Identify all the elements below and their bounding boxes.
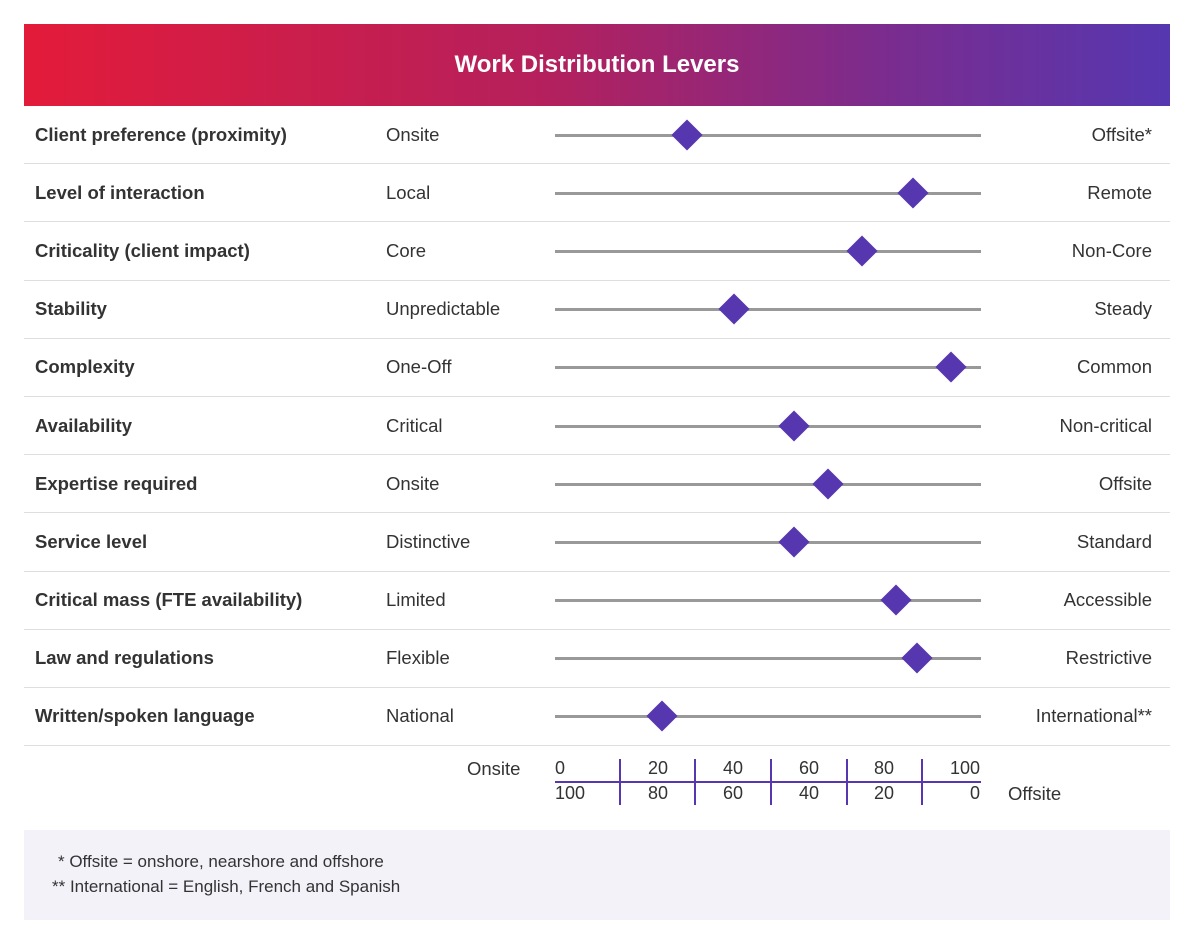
left-extreme-label: Onsite <box>386 472 440 494</box>
left-extreme-label: Flexible <box>386 647 450 669</box>
slider-track <box>555 540 981 544</box>
lever-label: Service level <box>35 530 148 552</box>
scale-top-tick-label: 0 <box>555 758 566 778</box>
diamond-marker <box>645 700 678 733</box>
lever-row: Expertise required Onsite Offsite <box>24 455 1170 514</box>
scale-bottom-tick-label: 100 <box>554 783 586 803</box>
lever-label: Law and regulations <box>35 647 214 669</box>
slider-track <box>555 482 981 486</box>
diamond-marker <box>777 526 810 558</box>
slider-track <box>555 308 981 312</box>
lever-label: Criticality (client impact) <box>35 239 250 261</box>
footnote-offsite: * Offsite = onshore, nearshore and offsh… <box>58 852 384 871</box>
lever-row: Availability Critical Non-critical <box>24 397 1170 456</box>
right-extreme-label: Common <box>1076 356 1152 378</box>
diamond-marker <box>718 293 750 325</box>
chart-title: Work Distribution Levers <box>454 51 740 78</box>
lever-label: Expertise required <box>35 472 198 494</box>
title-banner: Work Distribution Levers <box>24 24 1170 106</box>
slider-track <box>555 715 981 719</box>
scale-tick <box>921 759 923 805</box>
lever-row: Critical mass (FTE availability) Limited… <box>24 572 1170 630</box>
footnotes: * Offsite = onshore, nearshore and offsh… <box>24 830 1170 920</box>
left-extreme-label: Critical <box>386 414 443 436</box>
lever-rows: Client preference (proximity) Onsite Off… <box>24 106 1170 747</box>
left-extreme-label: Core <box>386 239 427 261</box>
scale-onsite-label: Onsite <box>467 758 521 779</box>
lever-row: Written/spoken language National Interna… <box>24 688 1170 747</box>
lever-label: Complexity <box>35 356 135 378</box>
right-extreme-label: Non-critical <box>1059 414 1152 436</box>
left-extreme-label: National <box>386 705 454 727</box>
diamond-marker <box>846 235 878 267</box>
scale-top-tick-label: 40 <box>722 758 744 778</box>
left-extreme-label: One-Off <box>386 356 452 378</box>
scale-bottom-tick-label: 40 <box>798 783 820 803</box>
scale-tick <box>619 759 621 805</box>
lever-row: Law and regulations Flexible Restrictive <box>24 630 1170 688</box>
slider-track <box>555 657 981 661</box>
lever-label: Stability <box>35 298 107 320</box>
right-extreme-label: Remote <box>1087 181 1152 203</box>
left-extreme-label: Onsite <box>386 123 440 145</box>
left-extreme-label: Limited <box>386 589 446 611</box>
scale-top-tick-label: 60 <box>798 758 820 778</box>
scale-top-tick-label: 100 <box>949 758 981 778</box>
slider-track <box>555 424 981 428</box>
diamond-marker <box>671 119 703 151</box>
scale-bottom-tick-label: 80 <box>647 783 669 803</box>
slider-track <box>555 249 981 253</box>
left-extreme-label: Distinctive <box>386 530 471 552</box>
lever-label: Availability <box>35 414 132 436</box>
lever-label: Client preference (proximity) <box>35 123 287 145</box>
scale-top-tick-label: 80 <box>873 758 895 778</box>
right-extreme-label: Restrictive <box>1065 647 1152 669</box>
lever-row: Client preference (proximity) Onsite Off… <box>24 106 1170 165</box>
scale-axis-line <box>555 781 981 783</box>
diamond-marker <box>901 642 933 674</box>
left-extreme-label: Local <box>386 181 431 203</box>
scale-top-tick-label: 20 <box>647 758 669 778</box>
lever-row: Criticality (client impact) Core Non-Cor… <box>24 222 1170 281</box>
slider-track <box>555 191 981 195</box>
lever-row: Complexity One-Off Common <box>24 339 1170 397</box>
lever-label: Critical mass (FTE availability) <box>35 589 303 611</box>
diamond-marker <box>897 177 929 209</box>
scale-bottom-tick-label: 0 <box>969 783 981 803</box>
right-extreme-label: Non-Core <box>1071 239 1152 261</box>
right-extreme-label: Offsite <box>1098 472 1152 494</box>
lever-row: Stability Unpredictable Steady <box>24 281 1170 339</box>
right-extreme-label: Steady <box>1094 298 1152 320</box>
right-extreme-label: Accessible <box>1063 589 1152 611</box>
scale-offsite-label: Offsite <box>1008 783 1062 804</box>
right-extreme-label: International** <box>1035 705 1152 727</box>
scale-tick <box>846 759 848 805</box>
right-extreme-label: Offsite* <box>1091 123 1152 145</box>
slider-track <box>555 599 981 603</box>
scale-bottom-tick-label: 60 <box>722 783 744 803</box>
lever-label: Written/spoken language <box>35 705 255 727</box>
lever-label: Level of interaction <box>35 181 205 203</box>
diamond-marker <box>812 468 844 500</box>
slider-track <box>555 366 981 370</box>
scale-legend: Onsite Offsite 0 20 40 60 80 100 100 80 60 40 20 0 <box>0 747 1194 830</box>
scale-tick <box>770 759 772 805</box>
scale-tick <box>694 759 696 805</box>
right-extreme-label: Standard <box>1076 530 1152 552</box>
diamond-marker <box>935 351 967 383</box>
scale-bottom-tick-label: 20 <box>873 783 895 803</box>
footnote-international: ** International = English, French and S… <box>52 877 401 896</box>
slider-track <box>555 133 981 137</box>
diamond-marker <box>777 409 810 442</box>
lever-row: Service level Distinctive Standard <box>24 513 1170 572</box>
lever-row: Level of interaction Local Remote <box>24 164 1170 223</box>
diamond-marker <box>880 584 912 616</box>
left-extreme-label: Unpredictable <box>386 298 501 320</box>
